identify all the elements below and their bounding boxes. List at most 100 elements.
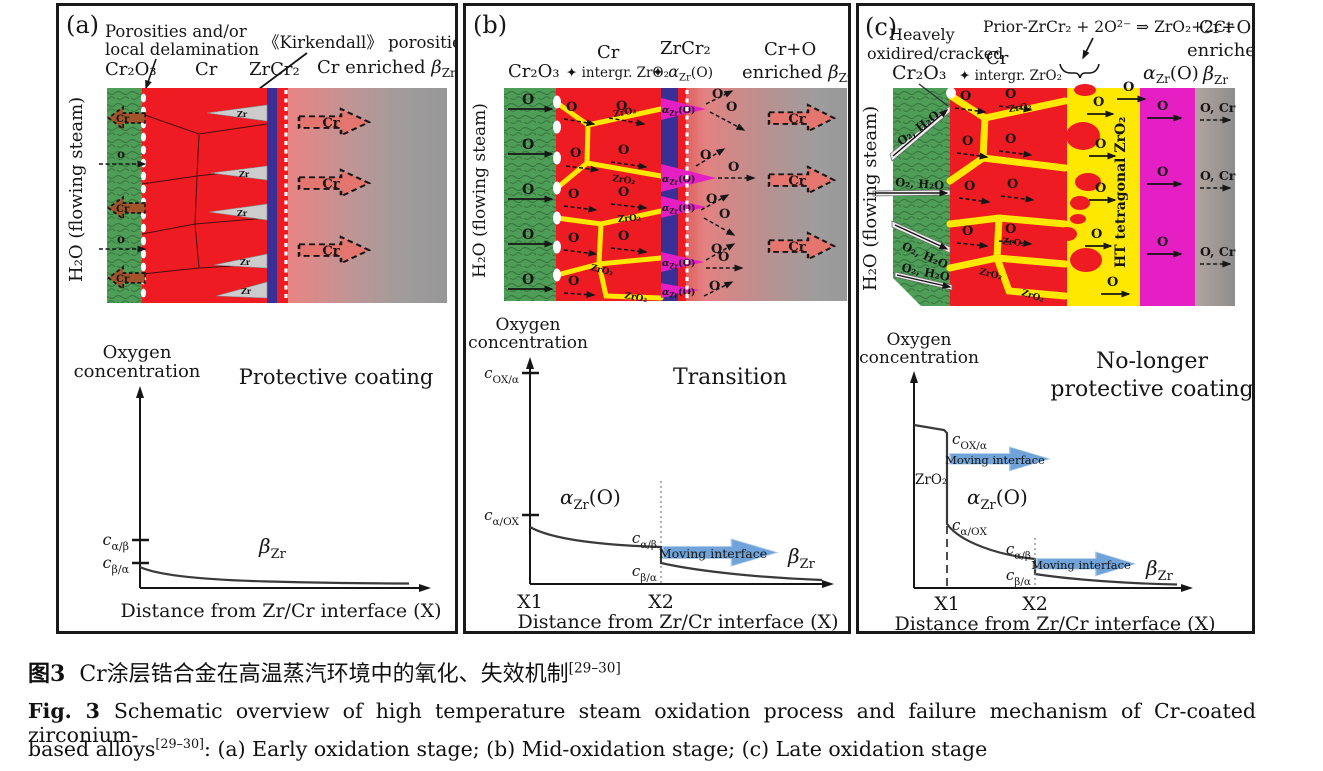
o-cr-label: O, Cr (1200, 100, 1236, 115)
oxygen-label: O (960, 89, 971, 104)
layer-label-intergranular-zro2: ✦ intergr. ZrO₂ (566, 65, 669, 81)
alpha-wedge-label: αZr(O) (662, 105, 695, 118)
oxygen-label: O (618, 229, 629, 244)
layer-label-alpha-zr: αZr(O) (1143, 62, 1199, 86)
zrcr2-layer (661, 88, 678, 301)
steam-label: H₂O (flowing steam) (860, 106, 881, 291)
oxygen-label: O (700, 148, 711, 163)
layer-label-intergranular-zro2: ✦ intergr. ZrO₂ (959, 68, 1062, 84)
oxygen-arrow-label: o (117, 147, 125, 161)
c-beta-alpha-label: cβ/α (632, 562, 657, 584)
graph-title: Protective coating (239, 365, 434, 389)
oxygen-label: O (1095, 181, 1106, 196)
porosities-leader-arrow (145, 58, 157, 90)
graph-title-line1: No-longer (1096, 349, 1208, 374)
oxygen-label: O (1107, 275, 1118, 290)
caption-english-line1: Fig. 3 Schematic overview of high tempera… (28, 699, 1256, 747)
panel-b-svg: (b) Cr₂O₃ Cr ✦ intergr. ZrO₂ ZrCr₂ ✦ αZr… (468, 11, 848, 631)
beta-oxygen-arrows: O O O O O O O O O (695, 87, 756, 297)
oxygen-label: O (522, 92, 534, 108)
oxygen-label: O (726, 100, 737, 115)
oxygen-label: O (522, 182, 534, 198)
alpha-region-label: αZr(O) (560, 485, 621, 513)
oxygen-label: O (1157, 99, 1168, 114)
beta-zone-diffusion-labels: O, Cr O, Cr O, Cr (1200, 100, 1236, 268)
inward-oxygen-arrows: o o (99, 147, 147, 253)
zro2-label: ZrO₂ (618, 213, 642, 225)
oxygen-label: O (1157, 235, 1168, 250)
cr-sliver (277, 88, 288, 303)
x1-label: X1 (517, 591, 543, 613)
cr-arrow-label: Cr (116, 114, 130, 125)
caption-english-line2: based alloys[29–30]: (a) Early oxidation… (28, 736, 987, 761)
y-axis-label-line1: Oxygen (103, 342, 172, 363)
x-axis-label: Distance from Zr/Cr interface (X) (894, 613, 1215, 631)
zro2-zone-oxygen-arrows: O O O O O O (1085, 80, 1147, 298)
alpha-zone-oxygen-arrows: O O O (1147, 99, 1183, 258)
zr-wedge-label: Zr (237, 208, 248, 218)
y-axis-label-line2: concentration (859, 348, 979, 368)
panel-b-graph: Oxygen concentration Transition cOX/α cα… (468, 315, 838, 631)
heavily-oxidized-line2: oxidired/cracked (867, 44, 1003, 63)
y-axis-label-line2: concentration (468, 333, 588, 353)
x-axis-arrowhead (822, 580, 834, 588)
layer-label-cr2o3: Cr₂O₃ (892, 62, 946, 84)
graph-title: Transition (673, 365, 787, 390)
beta-cr-arrows: Cr Cr Cr (767, 103, 836, 261)
layer-label-cr-plus-o: Cr+O (764, 39, 816, 60)
caption-text-en: Schematic overview of high temperature s… (28, 699, 1256, 747)
zr-wedge-label: Zr (237, 109, 248, 119)
reacted-cr-islands (1057, 84, 1102, 272)
oxygen-label: O (1157, 165, 1168, 180)
layer-label-alpha-zr: ✦ αZr(O) (652, 62, 713, 84)
oxygen-label: O (568, 274, 579, 289)
panel-c-late-stage: (c) Heavely oxidired/cracked Cr₂O₃ Cr ✦ … (856, 3, 1255, 634)
x2-label: X2 (648, 591, 674, 613)
moving-interface-label-1: Moving interface (945, 453, 1045, 467)
layer-label-zrcr2: ZrCr₂ (660, 38, 711, 59)
oxygen-label: O (618, 143, 629, 158)
oxygen-arrow-label: o (117, 232, 125, 246)
o-cr-label: O, Cr (1200, 168, 1236, 183)
panel-a-annotations: Porosities and/or local delamination 《Ki… (105, 22, 455, 108)
x1-label: X1 (934, 593, 960, 615)
panel-c-svg: (c) Heavely oxidired/cracked Cr₂O₃ Cr ✦ … (859, 13, 1252, 631)
panel-b-annotations: Cr₂O₃ Cr ✦ intergr. ZrO₂ ZrCr₂ ✦ αZr(O) … (508, 38, 848, 85)
figure-number-en: Fig. 3 (28, 699, 100, 723)
oxygen-label: O (712, 87, 723, 102)
cr-diffusion-label: Cr (788, 174, 805, 189)
layer-label-enriched-beta: Cr enriched βZr (317, 57, 455, 80)
oxygen-label: O (1123, 80, 1134, 95)
caption-text-en-continued: based alloys (28, 736, 156, 761)
steam-oxygen-arrows: O O O O O (508, 92, 554, 293)
oxygen-label: O (964, 179, 975, 194)
y-axis-label-line2: concentration (74, 361, 201, 382)
interface-porosity (946, 87, 956, 99)
panel-b-mid-stage: (b) Cr₂O₃ Cr ✦ intergr. ZrO₂ ZrCr₂ ✦ αZr… (463, 3, 851, 634)
caption-stage-list: : (a) Early oxidation stage; (b) Mid-oxi… (204, 736, 988, 761)
c-alpha-beta-label: cα/β (632, 529, 657, 551)
oxygen-label: O (522, 137, 534, 153)
panel-c-graph: Oxygen concentration No-longer protectiv… (859, 330, 1252, 631)
tick-label-c-ox-alpha: cOX/α (484, 364, 519, 386)
graph-title-line2: protective coating (1050, 377, 1252, 402)
x-axis-arrowhead (419, 584, 431, 592)
layer-label-cr2o3: Cr₂O₃ (105, 59, 157, 80)
zro2-grain-labels: ZrO₂ ZrO₂ ZrO₂ ZrO₂ ZrO₂ (589, 106, 648, 305)
c-alpha-ox-label: cα/OX (952, 516, 987, 538)
ht-tetragonal-zro2-label: HT tetragonal ZrO₂ (1113, 117, 1129, 268)
panel-tag: (c) (865, 13, 897, 41)
tick-label-c-alpha-beta: cα/β (103, 530, 129, 553)
y-axis-arrowhead (526, 357, 534, 369)
zro2-label: ZrO₂ (613, 106, 638, 120)
oxygen-label: O (706, 192, 717, 207)
oxygen-label: O (566, 100, 577, 115)
cr-sliver (678, 88, 686, 301)
porosities-note-line2: local delamination (105, 40, 259, 59)
alpha-region-label: αZr(O) (967, 485, 1028, 513)
oxygen-label: O (616, 99, 627, 114)
cr-arrow-label: Cr (116, 274, 130, 285)
moving-interface-label-2: Moving interface (1031, 558, 1131, 572)
layer-label-cr: Cr (597, 42, 620, 63)
